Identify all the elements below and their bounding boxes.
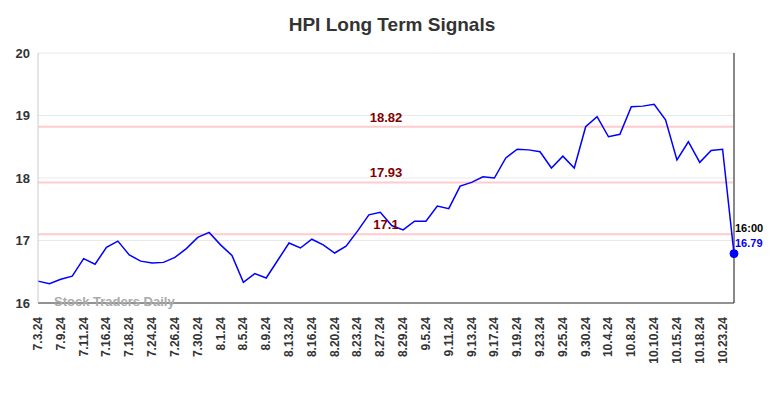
svg-text:7.26.24: 7.26.24 (168, 317, 182, 357)
svg-text:9.30.24: 9.30.24 (579, 317, 593, 357)
svg-text:9.25.24: 9.25.24 (556, 317, 570, 357)
svg-text:20: 20 (16, 46, 30, 61)
svg-text:7.18.24: 7.18.24 (122, 317, 136, 357)
svg-text:9.23.24: 9.23.24 (533, 317, 547, 357)
svg-text:8.1.24: 8.1.24 (214, 317, 228, 351)
svg-text:8.5.24: 8.5.24 (236, 317, 250, 351)
svg-text:17.93: 17.93 (370, 165, 403, 180)
svg-text:16:00: 16:00 (735, 222, 763, 234)
svg-text:7.3.24: 7.3.24 (31, 317, 45, 351)
svg-text:16: 16 (16, 296, 30, 311)
svg-text:17.1: 17.1 (373, 217, 398, 232)
svg-text:10.23.24: 10.23.24 (716, 317, 730, 364)
svg-text:16.79: 16.79 (735, 237, 763, 249)
svg-text:9.11.24: 9.11.24 (442, 317, 456, 357)
svg-text:19: 19 (16, 108, 30, 123)
svg-text:7.30.24: 7.30.24 (191, 317, 205, 357)
svg-text:8.27.24: 8.27.24 (373, 317, 387, 357)
svg-text:10.15.24: 10.15.24 (670, 317, 684, 364)
svg-text:10.4.24: 10.4.24 (601, 317, 615, 357)
svg-text:10.10.24: 10.10.24 (647, 317, 661, 364)
svg-text:7.24.24: 7.24.24 (145, 317, 159, 357)
svg-text:9.17.24: 9.17.24 (487, 317, 501, 357)
svg-text:18.82: 18.82 (370, 110, 403, 125)
svg-text:8.9.24: 8.9.24 (259, 317, 273, 351)
svg-text:17: 17 (16, 233, 30, 248)
svg-text:9.5.24: 9.5.24 (419, 317, 433, 351)
html-text:HPI Long Term Signals: HPI Long Term Signals (288, 14, 496, 35)
svg-text:8.13.24: 8.13.24 (282, 317, 296, 357)
svg-text:7.16.24: 7.16.24 (99, 317, 113, 357)
svg-text:18: 18 (16, 171, 30, 186)
svg-text:10.18.24: 10.18.24 (693, 317, 707, 364)
svg-text:7.11.24: 7.11.24 (77, 317, 91, 357)
svg-text:10.8.24: 10.8.24 (624, 317, 638, 357)
svg-text:9.13.24: 9.13.24 (465, 317, 479, 357)
svg-text:8.20.24: 8.20.24 (328, 317, 342, 357)
svg-text:9.19.24: 9.19.24 (510, 317, 524, 357)
svg-text:8.16.24: 8.16.24 (305, 317, 319, 357)
svg-text:8.29.24: 8.29.24 (396, 317, 410, 357)
svg-text:7.9.24: 7.9.24 (54, 317, 68, 351)
svg-text:8.23.24: 8.23.24 (350, 317, 364, 357)
html-text:Stock Traders Daily: Stock Traders Daily (54, 294, 175, 309)
